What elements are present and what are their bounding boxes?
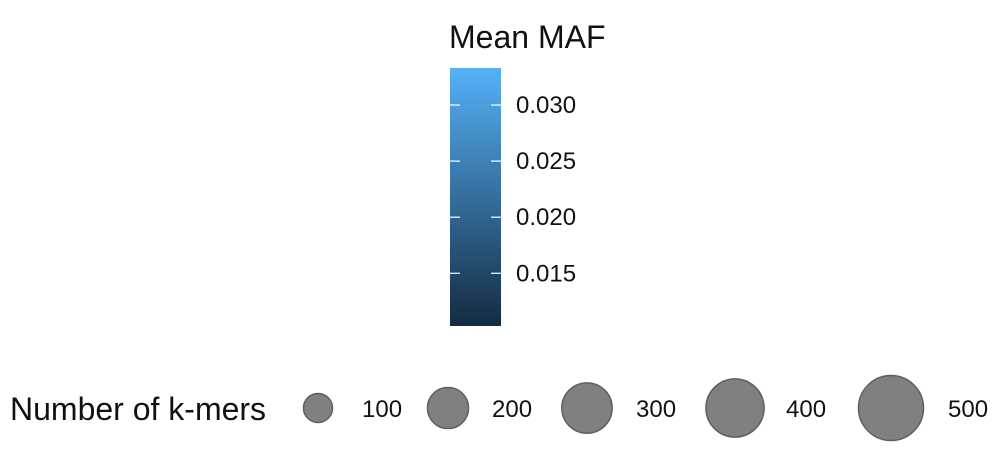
size-key-circle [302, 392, 334, 424]
color-tick-label: 0.025 [516, 148, 576, 175]
size-legend-title: Number of k-mers [10, 391, 266, 427]
color-tick-label: 0.020 [516, 204, 576, 231]
color-legend-title: Mean MAF [449, 19, 605, 55]
size-legend: Number of k-mers 100 200 300 400 500 [10, 374, 988, 442]
size-legend-keys: 100 200 300 400 500 [302, 374, 988, 442]
size-key-label: 400 [786, 396, 826, 423]
size-key-circle [426, 386, 470, 430]
color-bar [450, 68, 501, 326]
size-key-circle [857, 374, 925, 442]
size-key-label: 300 [636, 396, 676, 423]
size-key-label: 100 [362, 396, 402, 423]
size-key-label: 200 [492, 396, 532, 423]
size-key-label: 500 [948, 396, 988, 423]
size-key-circle [561, 382, 613, 434]
color-legend-ticks: 0.015 0.020 0.025 0.030 [450, 92, 576, 287]
size-key-circle [705, 378, 765, 438]
color-legend: Mean MAF 0.015 0.020 0.025 0.030 [449, 19, 605, 326]
color-tick-label: 0.015 [516, 260, 576, 287]
color-tick-label: 0.030 [516, 92, 576, 119]
